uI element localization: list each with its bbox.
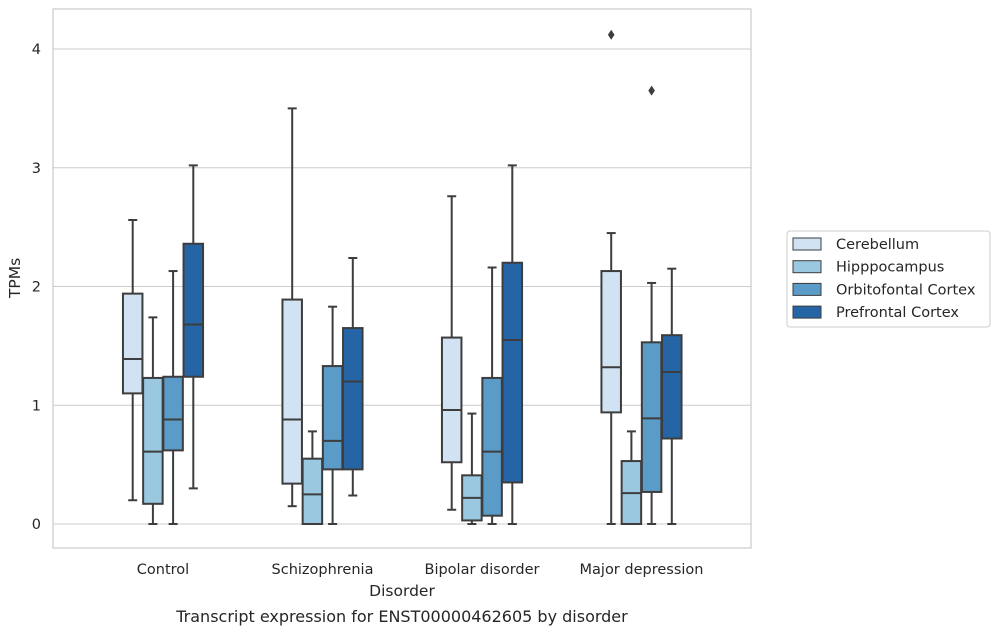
- y-tick-label-3: 3: [32, 161, 41, 177]
- box-hipppocampus-schizophrenia: [301, 430, 324, 525]
- legend-label: Prefrontal Cortex: [836, 305, 959, 321]
- box-hipppocampus-major-depression: [620, 430, 643, 525]
- legend-swatch: [792, 260, 822, 274]
- y-axis-title: TPMs: [6, 258, 24, 299]
- legend-item-prefrontal-cortex: Prefrontal Cortex: [792, 305, 959, 321]
- box-iqr: [321, 365, 344, 471]
- box-cerebellum-control: [121, 219, 144, 502]
- box-iqr: [142, 376, 164, 505]
- box-hipppocampus-bipolar-disorder: [461, 412, 483, 525]
- x-category-labels: Control Schizophrenia Bipolar disorder Majo…: [137, 562, 704, 578]
- x-category-label-major-depression: Major depression: [580, 562, 704, 578]
- y-tick-label-0: 0: [32, 517, 41, 533]
- legend-label: Orbitofontal Cortex: [836, 282, 976, 298]
- box-orbitofontal-cortex-bipolar-disorder: [481, 266, 503, 525]
- box-prefrontal-cortex-major-depression: [661, 267, 683, 525]
- legend-swatch: [792, 282, 822, 296]
- x-category-label-control: Control: [137, 562, 189, 578]
- y-tick-label-2: 2: [32, 280, 41, 296]
- legend-swatch: [792, 305, 822, 319]
- legend-frame: [786, 230, 991, 328]
- box-iqr: [281, 298, 303, 485]
- outlier-marker: [607, 29, 615, 40]
- box-orbitofontal-cortex-schizophrenia: [321, 305, 344, 525]
- box-iqr: [301, 457, 324, 525]
- x-category-label-schizophrenia: Schizophrenia: [272, 562, 374, 578]
- box-iqr: [640, 341, 663, 493]
- chart-caption: Transcript expression for ENST0000046260…: [175, 607, 628, 626]
- outlier-marker: [648, 85, 655, 96]
- box-hipppocampus-control: [142, 316, 164, 525]
- box-orbitofontal-cortex-control: [162, 270, 184, 525]
- box-iqr: [162, 375, 184, 452]
- box-iqr: [182, 242, 205, 378]
- legend-item-hipppocampus: Hipppocampus: [792, 260, 944, 276]
- x-axis-title: Disorder: [369, 582, 435, 600]
- legend: Cerebellum Hipppocampus Orbitofontal Corte…: [786, 230, 991, 328]
- box-plots: [121, 29, 683, 525]
- box-prefrontal-cortex-bipolar-disorder: [501, 164, 524, 525]
- legend-item-orbitofontal-cortex: Orbitofontal Cortex: [792, 282, 976, 298]
- x-category-label-bipolar-disorder: Bipolar disorder: [425, 562, 540, 578]
- box-prefrontal-cortex-schizophrenia: [342, 257, 364, 497]
- box-iqr: [121, 292, 144, 395]
- y-tick-label-4: 4: [32, 42, 41, 58]
- box-prefrontal-cortex-control: [182, 164, 205, 490]
- box-iqr: [501, 261, 524, 484]
- box-cerebellum-major-depression: [600, 29, 622, 525]
- legend-item-cerebellum: Cerebellum: [792, 237, 919, 253]
- y-tick-labels: 0 1 2 3 4: [32, 42, 41, 533]
- legend-label: Cerebellum: [836, 237, 919, 253]
- legend-label: Hipppocampus: [836, 260, 944, 276]
- box-iqr: [600, 270, 622, 414]
- box-iqr: [661, 334, 683, 440]
- box-iqr: [481, 376, 503, 517]
- box-cerebellum-schizophrenia: [281, 107, 303, 508]
- plot-frame: [52, 8, 752, 549]
- box-orbitofontal-cortex-major-depression: [640, 85, 663, 525]
- box-iqr: [342, 327, 364, 471]
- legend-swatch: [792, 237, 822, 251]
- box-iqr: [440, 336, 463, 464]
- y-tick-label-1: 1: [32, 398, 41, 414]
- box-cerebellum-bipolar-disorder: [440, 195, 463, 511]
